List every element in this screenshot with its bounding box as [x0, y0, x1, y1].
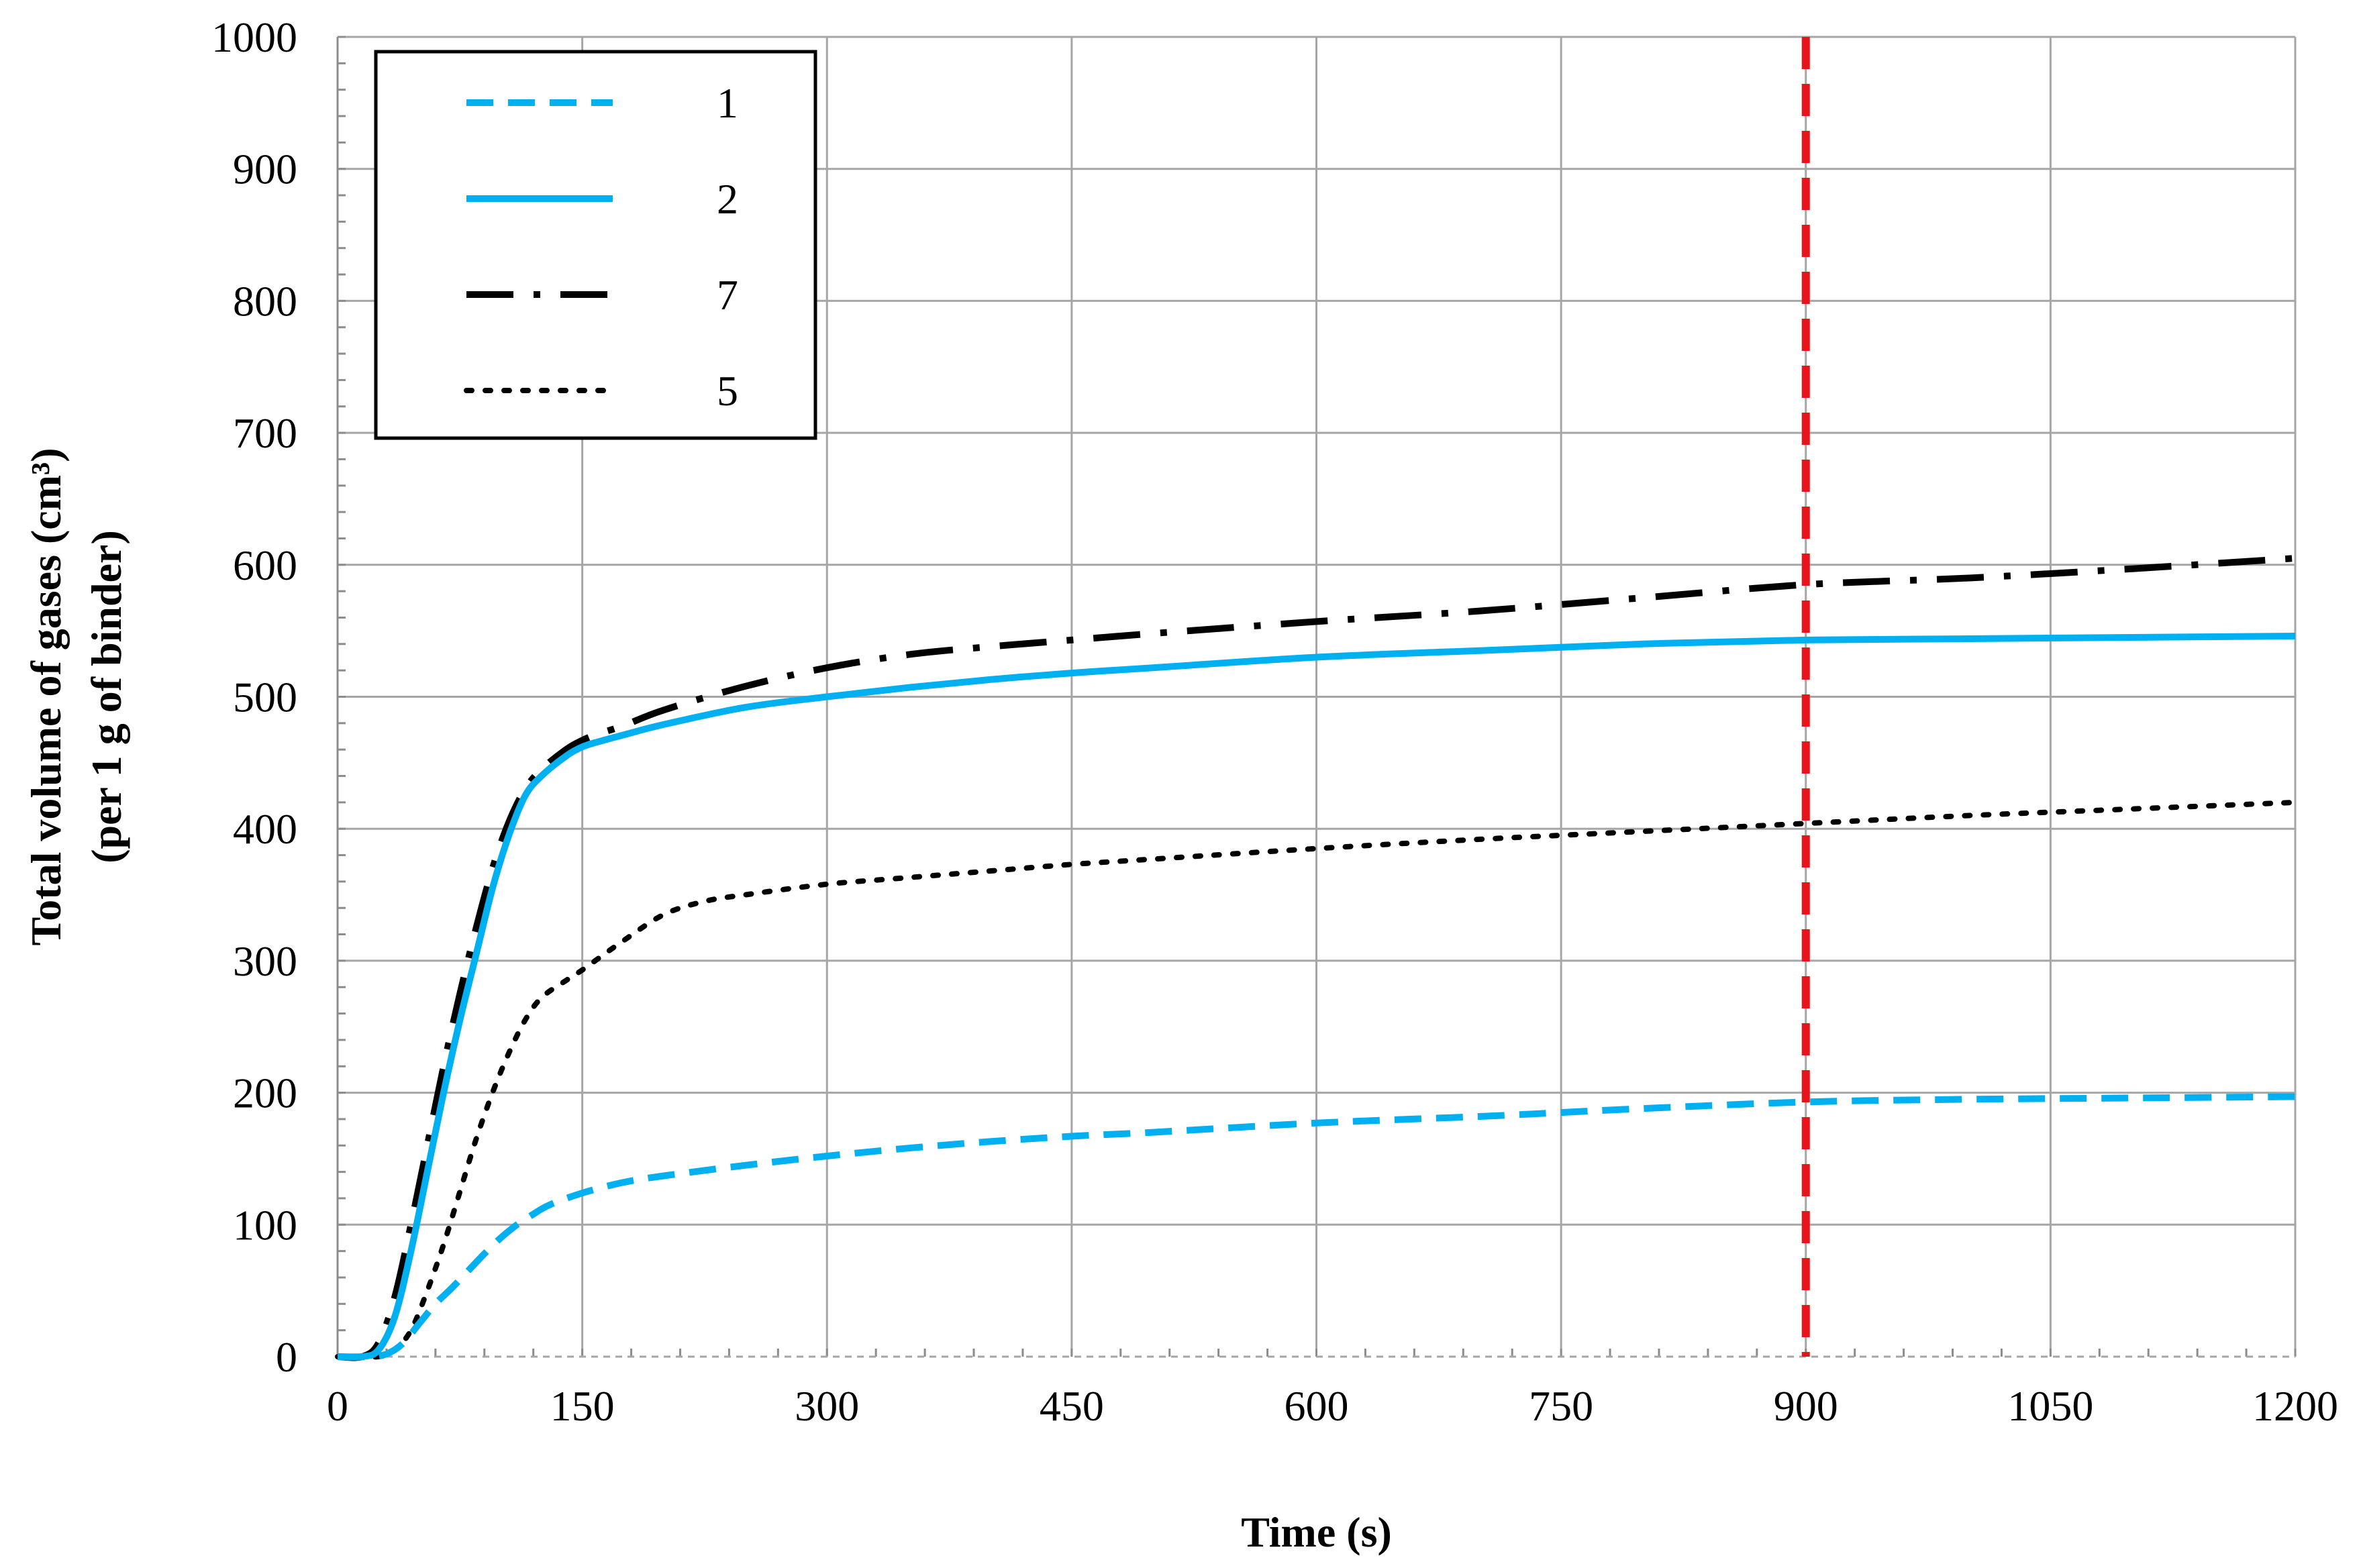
legend-label-5: 5 [717, 367, 738, 415]
y-tick-label: 200 [233, 1069, 297, 1117]
y-tick-label: 900 [233, 146, 297, 193]
x-tick-labels: 0 150 300 450 600 750 900 1050 1200 [327, 1382, 2338, 1430]
x-tick-label: 1050 [2007, 1382, 2093, 1430]
y-tick-label: 1000 [211, 13, 297, 61]
legend-label-7: 7 [717, 271, 738, 319]
x-tick-label: 150 [550, 1382, 615, 1430]
legend-label-2: 2 [717, 175, 738, 223]
y-axis-title-line-2: (per 1 g of binder) [83, 530, 130, 864]
legend-entry-5: 5 [464, 367, 738, 415]
legend-entry-2: 2 [466, 175, 738, 223]
data-series [335, 555, 2298, 1361]
y-axis-title-line-1: Total volume of gases (cm³) [22, 448, 70, 945]
y-tick-label: 800 [233, 277, 297, 325]
y-tick-label: 500 [233, 674, 297, 721]
grid-lines [336, 36, 2297, 1357]
legend: 1 2 7 5 [374, 50, 817, 440]
x-tick-label: 0 [327, 1382, 348, 1430]
y-tick-label: 600 [233, 541, 297, 589]
x-tick-label: 600 [1285, 1382, 1349, 1430]
series-line-7 [337, 555, 2296, 1361]
x-tick-label: 900 [1774, 1382, 1838, 1430]
legend-entry-1: 1 [466, 79, 738, 127]
x-tick-label: 1200 [2252, 1382, 2338, 1430]
series-line-5 [335, 799, 2298, 1360]
legend-box [374, 50, 817, 440]
series-line-1 [337, 1093, 2296, 1361]
axes [336, 36, 2297, 1358]
x-tick-label: 450 [1040, 1382, 1104, 1430]
y-tick-label: 0 [276, 1333, 297, 1381]
x-axis-title: Time (s) [1241, 1508, 1392, 1556]
series-line-2 [337, 633, 2296, 1361]
y-tick-label: 400 [233, 805, 297, 853]
y-tick-labels: 0 100 200 300 400 500 600 700 800 900 1000 [211, 13, 297, 1381]
y-tick-label: 100 [233, 1201, 297, 1249]
x-tick-label: 300 [795, 1382, 859, 1430]
x-tick-label: 750 [1529, 1382, 1593, 1430]
y-tick-label: 300 [233, 937, 297, 985]
y-tick-label: 700 [233, 409, 297, 457]
legend-entry-7: 7 [466, 271, 738, 319]
legend-label-1: 1 [717, 79, 738, 127]
